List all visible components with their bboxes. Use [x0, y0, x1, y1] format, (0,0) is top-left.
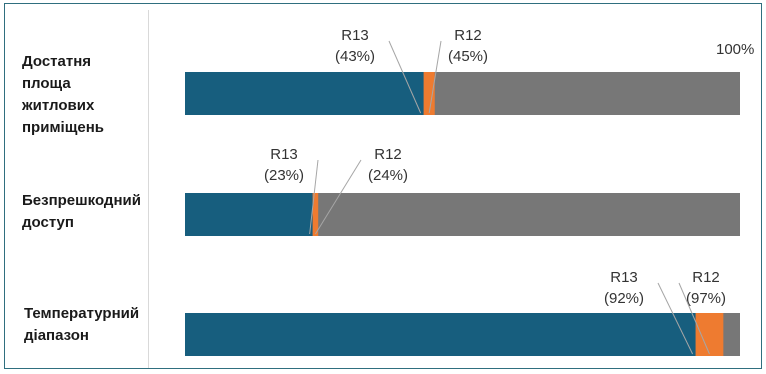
category-label-1: Достатня площа житлових приміщень [22, 53, 104, 136]
bar-r13-3 [185, 313, 696, 356]
bars-group: R13 (43%) R12 (45%) R13 (23%) R12 (24%) R13 (92%)… [185, 27, 740, 356]
category-label-2: Безпрешкодний доступ [22, 192, 141, 231]
leader-line-r12-2 [314, 159, 362, 235]
annotation-r12-value-2: (24%) [368, 167, 408, 184]
bar-r13-2 [185, 193, 313, 236]
leader-line-r13-2 [309, 159, 319, 235]
leader-line-r12-3 [678, 282, 710, 355]
annotation-r12-value-3: (97%) [686, 290, 726, 307]
annotation-r13-value-3: (92%) [604, 290, 644, 307]
leader-line-r13-3 [657, 282, 694, 355]
leader-line-r12-1 [428, 40, 442, 114]
bar-r12-3 [695, 313, 724, 356]
annotation-r12-value-1: (45%) [448, 48, 488, 65]
annotation-r12-name-2: R12 [374, 146, 402, 163]
annotation-r12-name-3: R12 [692, 269, 720, 286]
chart-frame [4, 3, 762, 369]
bar-r12-1 [423, 72, 435, 115]
annotation-r13-value-2: (23%) [264, 167, 304, 184]
annotation-r13-value-1: (43%) [335, 48, 375, 65]
bar-r13-1 [185, 72, 424, 115]
annotation-r13-name-3: R13 [610, 269, 638, 286]
leader-line-r13-1 [388, 40, 422, 114]
annotation-r12-name-1: R12 [454, 27, 482, 44]
category-label-3: Температурний діапазон [24, 305, 140, 344]
annotation-r13-name-1: R13 [341, 27, 369, 44]
scale-max-label: 100% [716, 41, 754, 58]
annotation-r13-name-2: R13 [270, 146, 298, 163]
bar-r12-2 [312, 193, 319, 236]
label-divider [148, 10, 149, 368]
